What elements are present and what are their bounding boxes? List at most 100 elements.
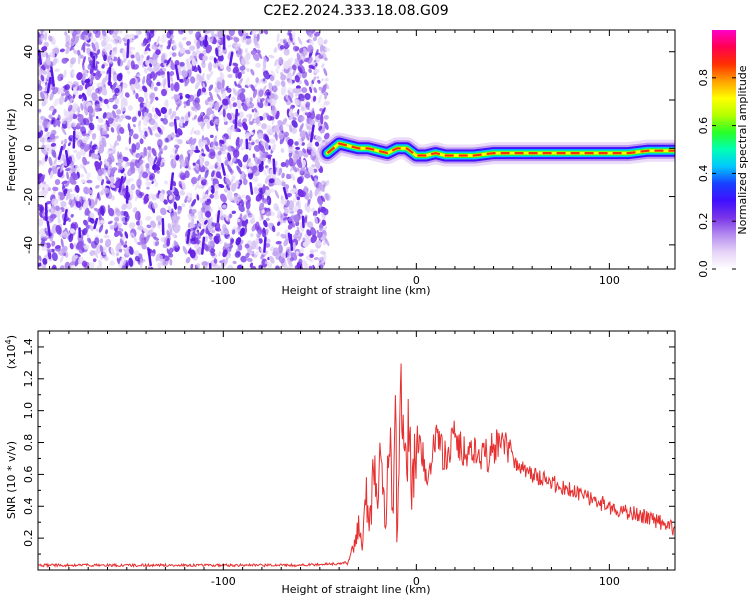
snr-plot-area — [38, 363, 675, 569]
noise-speck — [116, 222, 123, 228]
noise-speck — [120, 256, 126, 266]
noise-speck — [264, 174, 271, 184]
noise-speck — [108, 207, 115, 217]
noise-speck — [55, 205, 60, 211]
noise-speck — [100, 178, 105, 186]
noise-speck — [194, 81, 200, 90]
noise-speck — [262, 70, 271, 80]
noise-speck — [139, 219, 143, 226]
noise-speck — [321, 63, 325, 68]
noise-speck — [314, 177, 319, 184]
noise-streak — [309, 124, 315, 143]
noise-speck — [66, 119, 71, 129]
noise-speck — [278, 132, 284, 140]
noise-speck — [38, 255, 42, 262]
noise-speck — [80, 126, 87, 135]
noise-speck — [175, 154, 180, 161]
noise-speck — [191, 198, 197, 207]
noise-speck — [82, 196, 87, 201]
noise-speck — [76, 240, 84, 249]
noise-speck — [129, 77, 136, 86]
noise-speck — [222, 108, 226, 118]
noise-speck — [46, 200, 52, 205]
noise-speck — [128, 33, 135, 39]
noise-speck — [94, 196, 98, 206]
noise-speck — [129, 148, 134, 155]
noise-speck — [301, 142, 305, 146]
noise-speck — [165, 99, 169, 108]
noise-speck — [234, 251, 241, 258]
noise-speck — [218, 110, 223, 116]
noise-speck — [128, 136, 132, 145]
noise-speck — [52, 87, 59, 95]
noise-speck — [67, 142, 71, 147]
noise-speck — [223, 243, 231, 248]
noise-speck — [135, 92, 139, 100]
noise-speck — [242, 220, 247, 229]
noise-speck — [146, 224, 152, 229]
noise-speck — [207, 36, 212, 43]
noise-speck — [192, 50, 198, 60]
colorbar-tick-label: 0.0 — [697, 260, 710, 278]
noise-speck — [89, 189, 94, 200]
noise-speck — [119, 151, 122, 159]
noise-speck — [197, 114, 204, 123]
noise-speck — [251, 30, 257, 37]
noise-speck — [116, 127, 120, 136]
noise-speck — [166, 30, 172, 39]
noise-speck — [124, 248, 130, 256]
noise-speck — [294, 264, 301, 269]
noise-speck — [135, 51, 141, 62]
noise-speck — [248, 135, 252, 141]
noise-speck — [217, 50, 224, 56]
noise-speck — [79, 33, 86, 40]
noise-speck — [253, 186, 259, 194]
noise-speck — [137, 241, 142, 246]
noise-speck — [253, 119, 257, 124]
noise-speck — [151, 57, 158, 67]
noise-speck — [258, 202, 265, 212]
noise-speck — [243, 32, 249, 41]
noise-speck — [73, 89, 79, 96]
noise-speck — [209, 99, 215, 107]
noise-speck — [265, 217, 270, 221]
noise-speck — [319, 201, 323, 210]
noise-speck — [292, 116, 297, 121]
noise-speck — [278, 56, 284, 65]
noise-speck — [127, 177, 134, 183]
noise-speck — [291, 31, 296, 39]
noise-speck — [69, 242, 74, 250]
noise-speck — [297, 150, 303, 159]
noise-speck — [295, 201, 300, 206]
noise-speck — [129, 232, 135, 237]
noise-speck — [324, 47, 331, 52]
noise-speck — [271, 143, 277, 152]
noise-speck — [166, 229, 171, 238]
noise-speck — [208, 216, 213, 226]
noise-speck — [229, 168, 233, 173]
noise-speck — [92, 72, 97, 77]
noise-speck — [59, 265, 65, 269]
noise-speck — [208, 164, 215, 170]
noise-speck — [190, 144, 196, 151]
noise-speck — [304, 112, 309, 116]
noise-speck — [86, 232, 90, 239]
noise-speck — [246, 209, 251, 216]
noise-speck — [268, 178, 275, 184]
noise-speck — [107, 166, 111, 177]
noise-speck — [208, 84, 214, 91]
noise-speck — [128, 128, 134, 137]
noise-speck — [51, 252, 58, 262]
noise-speck — [85, 221, 89, 232]
noise-speck — [317, 239, 322, 246]
noise-speck — [91, 42, 96, 52]
noise-speck — [89, 212, 95, 219]
noise-speck — [190, 263, 194, 269]
noise-speck — [124, 164, 128, 168]
noise-speck — [109, 260, 115, 266]
noise-speck — [109, 143, 115, 152]
noise-speck — [222, 249, 228, 258]
noise-speck — [228, 213, 233, 219]
noise-speck — [110, 127, 115, 133]
noise-speck — [237, 71, 242, 80]
